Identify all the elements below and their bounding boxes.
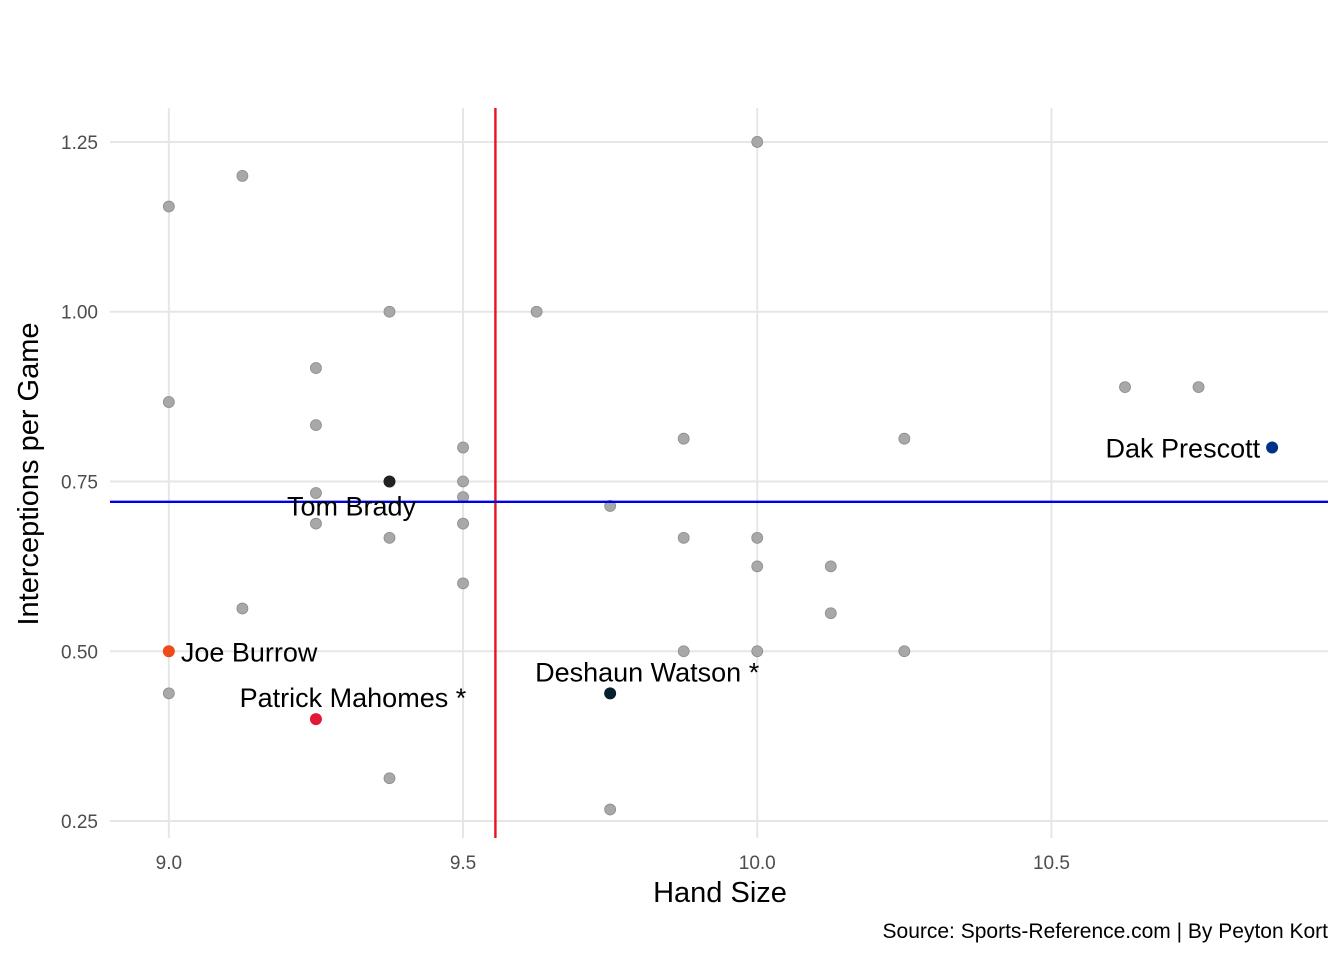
- x-tick-label: 10.0: [739, 853, 776, 874]
- y-axis-title: Interceptions per Game: [13, 322, 45, 625]
- data-point: [310, 487, 322, 499]
- source-caption: Source: Sports-Reference.com | By Peyton…: [882, 920, 1328, 943]
- highlighted-point: [309, 713, 322, 726]
- data-point: [457, 517, 469, 530]
- data-point: [383, 305, 396, 318]
- data-point: [677, 531, 690, 544]
- data-point: [383, 772, 396, 785]
- y-tick-label: 0.75: [61, 472, 98, 493]
- y-tick-label: 0.50: [61, 642, 98, 663]
- point-label: Patrick Mahomes *: [240, 683, 467, 713]
- data-point: [457, 475, 469, 488]
- data-point: [751, 531, 764, 544]
- x-tick-label: 9.5: [450, 853, 476, 874]
- data-point: [457, 577, 469, 590]
- reference-lines: [110, 108, 1328, 838]
- highlighted-point: [1266, 441, 1279, 454]
- data-point: [751, 560, 764, 573]
- data-point: [457, 441, 469, 454]
- data-point: [530, 305, 543, 318]
- x-tick-label: 10.5: [1033, 853, 1070, 874]
- data-point: [383, 531, 396, 544]
- x-axis-title: Hand Size: [653, 877, 787, 909]
- point-label: Deshaun Watson *: [535, 657, 760, 687]
- point-label: Joe Burrow: [181, 637, 318, 667]
- data-point: [310, 362, 322, 374]
- data-point: [236, 170, 249, 182]
- highlighted-point: [604, 687, 617, 700]
- point-label: Dak Prescott: [1106, 434, 1261, 464]
- data-point: [824, 607, 837, 620]
- data-point: [310, 517, 322, 530]
- data-point: [1119, 381, 1131, 393]
- x-tick-label: 9.0: [156, 853, 182, 874]
- data-point: [236, 602, 249, 615]
- data-point: [898, 645, 911, 658]
- y-tick-label: 1.25: [61, 133, 98, 154]
- y-tick-label: 0.25: [61, 812, 98, 833]
- data-point: [677, 432, 690, 445]
- data-point: [162, 687, 175, 700]
- x-axis-ticks: 9.0 9.5 10.0 10.5: [156, 853, 1070, 874]
- data-point: [824, 560, 837, 573]
- data-point: [1192, 381, 1205, 393]
- data-point: [751, 136, 764, 148]
- data-point: [604, 803, 617, 816]
- data-point: [162, 200, 175, 213]
- highlighted-point: [162, 645, 175, 658]
- y-axis-ticks: 0.25 0.50 0.75 1.00 1.25: [61, 133, 98, 833]
- y-tick-label: 1.00: [61, 303, 98, 324]
- data-point: [310, 419, 322, 432]
- data-point: [751, 645, 764, 658]
- data-point: [162, 396, 175, 408]
- data-point: [898, 432, 911, 445]
- point-label: Tom Brady: [287, 491, 417, 521]
- data-point: [677, 645, 690, 658]
- grid-lines: [110, 108, 1328, 838]
- data-points: [162, 136, 1279, 816]
- highlighted-point: [383, 475, 396, 488]
- point-labels: Dak Prescott Tom Brady Joe Burrow Patrick M…: [181, 434, 1261, 714]
- data-point: [604, 500, 617, 512]
